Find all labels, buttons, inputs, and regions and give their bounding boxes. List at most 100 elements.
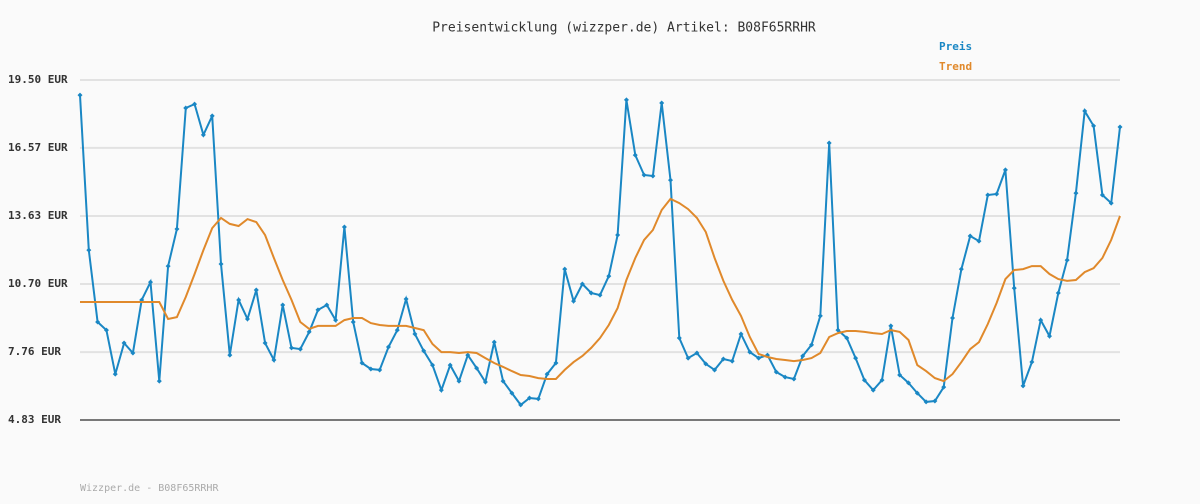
footer: Wizzper.de - B08F65RRHR <box>80 483 219 494</box>
point-marker <box>659 100 665 106</box>
point-marker <box>244 316 250 322</box>
point-marker <box>941 384 947 390</box>
point-marker <box>897 372 903 378</box>
point-marker <box>853 355 859 361</box>
point-marker <box>668 177 674 183</box>
point-marker <box>535 396 541 402</box>
point-marker <box>271 357 277 363</box>
point-marker <box>623 97 629 103</box>
point-marker <box>967 233 973 239</box>
point-marker <box>1064 257 1070 263</box>
point-marker <box>676 335 682 341</box>
point-marker <box>985 192 991 198</box>
point-marker <box>482 379 488 385</box>
point-marker <box>1073 190 1079 196</box>
point-marker <box>826 140 832 146</box>
point-marker <box>77 92 83 98</box>
point-marker <box>1117 124 1123 130</box>
point-marker <box>465 352 471 358</box>
point-marker <box>817 313 823 319</box>
point-marker <box>729 358 735 364</box>
point-marker <box>958 266 964 272</box>
point-marker <box>500 378 506 384</box>
series-line <box>80 197 1121 383</box>
point-marker <box>756 355 762 361</box>
point-marker <box>95 319 101 325</box>
point-marker <box>738 331 744 337</box>
point-marker <box>518 402 524 408</box>
point-marker <box>333 317 339 323</box>
point-marker <box>324 302 330 308</box>
point-marker <box>800 353 806 359</box>
point-marker <box>844 335 850 341</box>
legend-entry: Preis <box>939 40 972 53</box>
point-marker <box>588 290 594 296</box>
point-marker <box>306 329 312 335</box>
y-tick-label: 19.50 EUR <box>8 73 68 86</box>
point-marker <box>694 350 700 356</box>
point-marker <box>1108 200 1114 206</box>
point-marker <box>289 345 295 351</box>
point-marker <box>403 296 409 302</box>
point-marker <box>156 378 162 384</box>
point-marker <box>430 362 436 368</box>
point-marker <box>262 340 268 346</box>
point-marker <box>720 356 726 362</box>
point-marker <box>571 298 577 304</box>
point-marker <box>165 263 171 269</box>
point-marker <box>641 172 647 178</box>
point-marker <box>103 327 109 333</box>
point-marker <box>994 191 1000 197</box>
point-marker <box>914 390 920 396</box>
point-marker <box>227 352 233 358</box>
point-marker <box>253 287 259 293</box>
point-marker <box>456 378 462 384</box>
point-marker <box>1055 290 1061 296</box>
point-marker <box>174 226 180 232</box>
point-marker <box>597 292 603 298</box>
point-marker <box>192 101 198 107</box>
point-marker <box>359 360 365 366</box>
point-marker <box>553 360 559 366</box>
point-marker <box>130 350 136 356</box>
point-marker <box>121 340 127 346</box>
point-marker <box>491 339 497 345</box>
point-marker <box>747 349 753 355</box>
point-marker <box>438 387 444 393</box>
point-marker <box>421 348 427 354</box>
point-marker <box>870 387 876 393</box>
point-marker <box>377 367 383 373</box>
point-marker <box>1029 359 1035 365</box>
point-marker <box>1046 333 1052 339</box>
point-marker <box>1020 383 1026 389</box>
point-marker <box>923 399 929 405</box>
point-marker <box>879 377 885 383</box>
point-marker <box>509 390 515 396</box>
point-marker <box>1082 108 1088 114</box>
point-marker <box>350 319 356 325</box>
point-marker <box>526 395 532 401</box>
point-marker <box>932 398 938 404</box>
point-marker <box>86 247 92 253</box>
point-marker <box>1099 192 1105 198</box>
point-marker <box>976 238 982 244</box>
point-marker <box>685 355 691 361</box>
point-marker <box>236 297 242 303</box>
point-marker <box>950 315 956 321</box>
point-marker <box>650 173 656 179</box>
point-marker <box>341 224 347 230</box>
y-tick-label: 4.83 EUR <box>8 413 61 426</box>
point-marker <box>861 377 867 383</box>
point-marker <box>791 376 797 382</box>
y-tick-label: 13.63 EUR <box>8 209 68 222</box>
point-marker <box>544 371 550 377</box>
point-marker <box>1038 317 1044 323</box>
point-marker <box>1091 123 1097 129</box>
y-tick-label: 10.70 EUR <box>8 277 68 290</box>
point-marker <box>394 327 400 333</box>
point-marker <box>200 132 206 138</box>
point-marker <box>703 361 709 367</box>
point-marker <box>1011 285 1017 291</box>
